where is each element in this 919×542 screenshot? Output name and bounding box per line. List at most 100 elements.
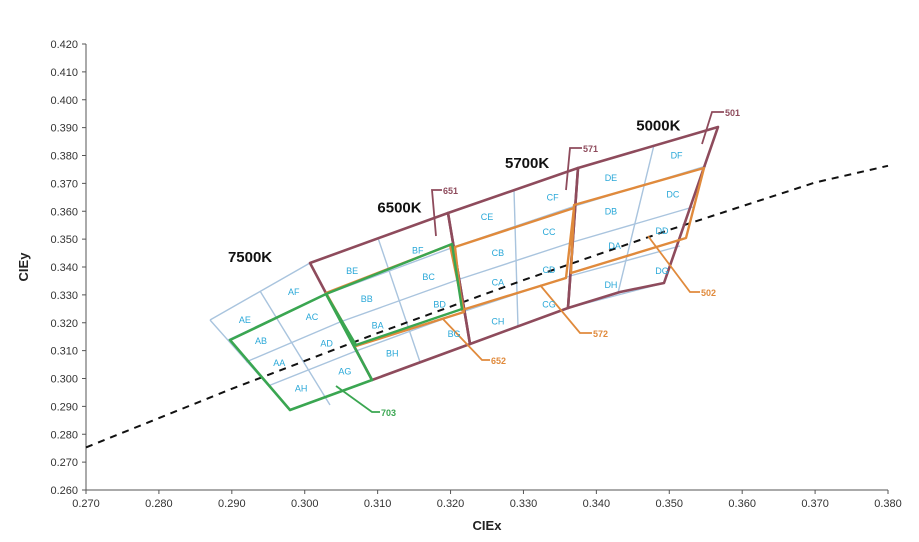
bin-label-ch: CH (491, 316, 504, 326)
x-tick-label: 0.340 (583, 498, 611, 510)
x-tick-labels: 0.270 0.280 0.290 0.300 0.310 0.320 0.330 0.340… (72, 490, 902, 510)
leader-652 (441, 317, 490, 361)
bin-boundary (569, 245, 681, 277)
x-tick-label: 0.300 (291, 498, 319, 510)
y-tick-label: 0.410 (50, 67, 78, 79)
callout-571: 571 (583, 144, 598, 154)
callout-501: 501 (725, 108, 740, 118)
bin-group-outlines (228, 125, 720, 412)
bin-label-ah: AH (295, 383, 308, 393)
bin-boundary (377, 237, 421, 363)
bin-label-be: BE (346, 266, 358, 276)
callout-leaders (335, 111, 724, 413)
callout-652: 652 (491, 356, 506, 366)
bin-label-aa: AA (273, 358, 285, 368)
bin-boundary (339, 278, 461, 323)
y-tick-label: 0.380 (50, 151, 78, 163)
y-tick-label: 0.350 (50, 234, 78, 246)
bin-label-ae: AE (239, 315, 251, 325)
bin-label-ca: CA (492, 277, 505, 287)
cct-label-6500k: 6500K (377, 200, 421, 217)
bin-label-df: DF (671, 151, 683, 161)
bin-boundary (459, 241, 574, 280)
y-tick-labels: 0.260 0.270 0.280 0.290 0.300 0.310 0.320 0.330… (50, 39, 86, 497)
bin-label-af: AF (288, 287, 300, 297)
y-tick-label: 0.420 (50, 39, 78, 51)
bin-boundary (259, 290, 331, 406)
leader-501 (701, 111, 724, 145)
x-tick-label: 0.350 (656, 498, 684, 510)
y-tick-label: 0.320 (50, 318, 78, 330)
callout-labels: 501 571 651 502 572 652 703 (381, 108, 740, 418)
y-tick-label: 0.330 (50, 290, 78, 302)
bin-label-db: DB (605, 206, 618, 216)
y-axis-title: CIEy (16, 252, 31, 282)
leader-502 (647, 235, 700, 293)
leader-571 (565, 147, 582, 191)
bin-label-cd: CD (542, 265, 555, 275)
bin-boundary (267, 350, 357, 387)
y-tick-label: 0.390 (50, 123, 78, 135)
callout-651: 651 (443, 186, 458, 196)
outline-502 (569, 166, 706, 275)
bin-label-bc: BC (422, 272, 435, 282)
cct-labels: 7500K 6500K 5700K 5000K (228, 117, 681, 266)
bin-label-ab: AB (255, 336, 267, 346)
x-tick-label: 0.320 (437, 498, 465, 510)
x-tick-label: 0.290 (218, 498, 246, 510)
bin-label-ce: CE (481, 212, 494, 222)
callout-502: 502 (701, 288, 716, 298)
bin-boundary (617, 144, 655, 294)
x-tick-label: 0.310 (364, 498, 392, 510)
cct-label-5000k: 5000K (636, 117, 680, 134)
bin-label-dd: DD (655, 226, 668, 236)
leader-572 (539, 284, 592, 334)
y-tick-label: 0.300 (50, 374, 78, 386)
outline-703-b (324, 242, 464, 347)
bin-label-ad: AD (320, 339, 333, 349)
x-tick-label: 0.280 (145, 498, 173, 510)
bin-boundary (245, 321, 341, 363)
bin-label-dh: DH (604, 280, 617, 290)
leader-651 (431, 189, 442, 237)
y-tick-label: 0.260 (50, 485, 78, 497)
y-tick-label: 0.310 (50, 346, 78, 358)
bin-label-cb: CB (492, 248, 505, 258)
leader-703 (335, 385, 380, 413)
x-tick-label: 0.270 (72, 498, 100, 510)
bin-labels: AE AF AB AC AA AD AH AG BE BF BB BC BA BD BH BG CE CF CB CC… (239, 151, 683, 394)
x-tick-label: 0.380 (874, 498, 902, 510)
bin-label-cg: CG (542, 300, 556, 310)
bin-label-bb: BB (361, 294, 373, 304)
bin-boundary (513, 189, 519, 328)
bin-label-cf: CF (547, 192, 559, 202)
outline-501 (566, 125, 720, 310)
bin-label-de: DE (605, 173, 618, 183)
x-tick-label: 0.370 (801, 498, 829, 510)
bin-label-bf: BF (412, 245, 424, 255)
y-tick-label: 0.280 (50, 429, 78, 441)
bin-label-ba: BA (372, 321, 384, 331)
y-tick-label: 0.270 (50, 457, 78, 469)
x-tick-label: 0.360 (728, 498, 756, 510)
bin-label-bd: BD (433, 300, 446, 310)
cct-label-7500k: 7500K (228, 249, 272, 266)
outline-703 (228, 292, 374, 412)
bin-grid (209, 125, 720, 411)
x-axis-title: CIEx (473, 518, 503, 533)
bin-label-dg: DG (655, 266, 669, 276)
y-tick-label: 0.400 (50, 95, 78, 107)
x-tick-label: 0.330 (510, 498, 538, 510)
bin-label-ag: AG (338, 367, 351, 377)
blackbody-locus-line (85, 164, 889, 449)
cct-label-5700k: 5700K (505, 155, 549, 172)
axes (85, 44, 888, 491)
bin-boundary (567, 125, 720, 309)
y-tick-label: 0.340 (50, 262, 78, 274)
bin-label-cc: CC (542, 227, 555, 237)
y-tick-label: 0.290 (50, 401, 78, 413)
callout-703: 703 (381, 408, 396, 418)
bin-label-da: DA (608, 241, 621, 251)
callout-572: 572 (593, 329, 608, 339)
